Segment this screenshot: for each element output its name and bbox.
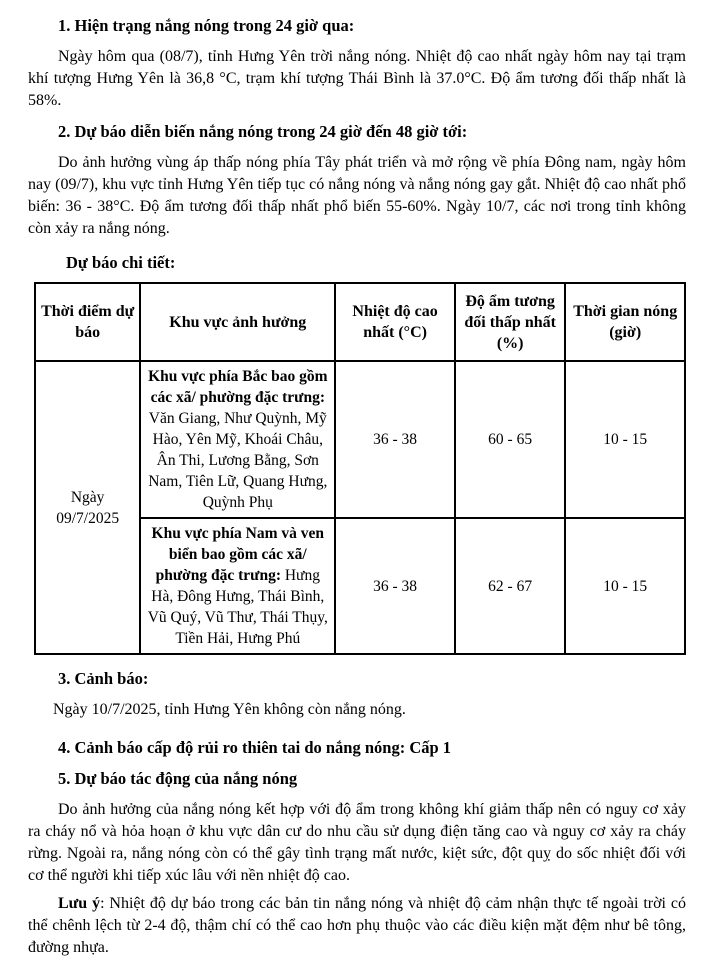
col-header-min-humidity: Độ ẩm tương đối thấp nhất (%): [453, 282, 567, 362]
col-header-max-temp: Nhiệt độ cao nhất (°C): [334, 282, 456, 362]
note-text: : Nhiệt độ dự báo trong các bản tin nắng…: [28, 895, 687, 956]
section-2-paragraph: Do ảnh hưởng vùng áp thấp nóng phía Tây …: [28, 154, 686, 237]
section-5-heading: 5. Dự báo tác động của nắng nóng: [58, 769, 298, 788]
forecast-date-cell: Ngày 09/7/2025: [33, 360, 142, 655]
col-header-affected-area: Khu vực ảnh hưởng: [139, 282, 337, 362]
region-south-cell: Khu vực phía Nam và ven biển bao gồm các…: [139, 517, 337, 655]
section-1-paragraph: Ngày hôm qua (08/7), tỉnh Hưng Yên trời …: [28, 48, 686, 109]
section-4-heading: 4. Cảnh báo cấp độ rủi ro thiên tai do n…: [58, 738, 452, 757]
section-3-paragraph: Ngày 10/7/2025, tỉnh Hưng Yên không còn …: [53, 701, 406, 718]
temp-cell: 36 - 38: [334, 517, 456, 655]
region-north-cell: Khu vực phía Bắc bao gồm các xã/ phường …: [139, 360, 337, 519]
table-row: Ngày 09/7/2025 Khu vực phía Bắc bao gồm …: [33, 360, 686, 655]
humidity-cell: 62 - 67: [453, 517, 567, 655]
col-header-forecast-time: Thời điểm dự báo: [33, 282, 142, 362]
region-north-list: Văn Giang, Như Quỳnh, Mỹ Hào, Yên Mỹ, Kh…: [148, 410, 328, 511]
col-header-hot-hours: Thời gian nóng (giờ): [564, 282, 686, 362]
note-paragraph: Lưu ý: Nhiệt độ dự báo trong các bản tin…: [28, 893, 686, 959]
section-5-paragraph: Do ảnh hưởng của nắng nóng kết hợp với đ…: [28, 801, 686, 884]
region-south-label: Khu vực phía Nam và ven biển bao gồm các…: [151, 525, 325, 584]
hours-cell: 10 - 15: [564, 360, 686, 519]
table-row: Khu vực phía Nam và ven biển bao gồm các…: [35, 517, 686, 655]
region-south-list: Hưng Hà, Đông Hưng, Thái Bình, Vũ Quý, V…: [147, 567, 328, 647]
section-3-heading: 3. Cảnh báo:: [58, 669, 149, 688]
table-header-row: Thời điểm dự báo Khu vực ảnh hưởng Nhiệt…: [33, 282, 686, 362]
forecast-table-caption: Dự báo chi tiết:: [66, 253, 176, 272]
temp-cell: 36 - 38: [334, 360, 456, 519]
humidity-cell: 60 - 65: [453, 360, 567, 519]
region-north-label: Khu vực phía Bắc bao gồm các xã/ phường …: [148, 368, 328, 406]
forecast-table: Thời điểm dự báo Khu vực ảnh hưởng Nhiệt…: [33, 282, 686, 655]
section-2-heading: 2. Dự báo diễn biến nắng nóng trong 24 g…: [58, 122, 468, 141]
section-1-heading: 1. Hiện trạng nắng nóng trong 24 giờ qua…: [58, 16, 355, 35]
note-label: Lưu ý: [58, 895, 101, 912]
hours-cell: 10 - 15: [564, 517, 686, 655]
